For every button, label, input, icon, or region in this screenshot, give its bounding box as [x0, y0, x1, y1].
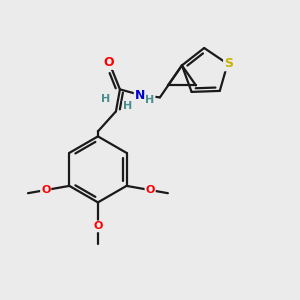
- Text: O: O: [41, 185, 50, 195]
- Text: O: O: [93, 221, 103, 231]
- Text: H: H: [145, 95, 154, 105]
- Text: H: H: [101, 94, 111, 104]
- Text: H: H: [123, 101, 133, 111]
- Text: O: O: [103, 56, 114, 69]
- Text: S: S: [224, 57, 233, 70]
- Text: O: O: [146, 185, 155, 195]
- Text: N: N: [135, 89, 145, 102]
